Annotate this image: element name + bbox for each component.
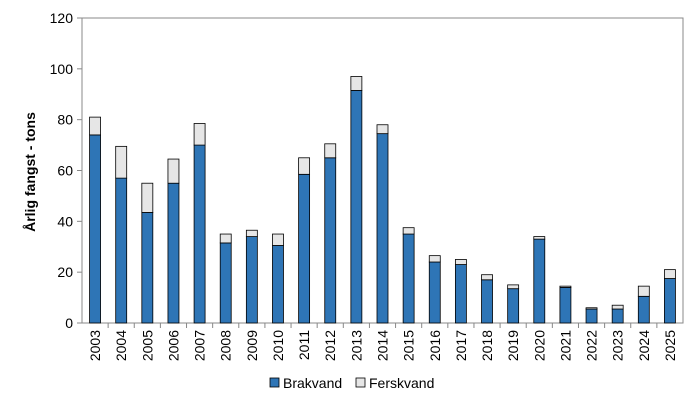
bar-brakvand-2014 (376, 133, 389, 324)
x-tick-label: 2017 (453, 330, 469, 361)
x-tick-label: 2004 (113, 330, 129, 361)
bar-ferskvand-2009 (245, 229, 258, 237)
y-tick-label: 20 (57, 264, 73, 280)
bar-ferskvand-2010 (272, 233, 284, 246)
x-tick-label: 2006 (165, 330, 181, 361)
x-tick-label: 2021 (557, 330, 573, 361)
bar-ferskvand-2023 (611, 304, 624, 310)
bar-ferskvand-2019 (507, 284, 520, 290)
bar-brakvand-2007 (193, 144, 206, 324)
y-tick-label: 0 (65, 315, 73, 331)
bar-brakvand-2013 (350, 90, 363, 324)
bar-ferskvand-2013 (350, 76, 363, 91)
bar-ferskvand-2021 (559, 285, 572, 288)
bar-ferskvand-2004 (115, 145, 128, 179)
x-tick-label: 2011 (296, 330, 312, 360)
y-tick-label: 100 (50, 61, 74, 77)
x-tick-label: 2022 (584, 330, 600, 361)
bar-ferskvand-2014 (376, 124, 389, 135)
bar-ferskvand-2020 (533, 236, 546, 240)
x-tick-label: 2010 (270, 330, 286, 361)
bar-brakvand-2025 (664, 278, 676, 324)
bar-ferskvand-2025 (664, 269, 676, 279)
x-tick-label: 2025 (662, 330, 678, 361)
x-tick-label: 2019 (505, 330, 521, 361)
x-tick-label: 2024 (636, 330, 652, 361)
legend-label-ferskvand: Ferskvand (369, 375, 434, 391)
bar-brakvand-2018 (481, 279, 493, 324)
bar-brakvand-2012 (324, 157, 337, 324)
bar-brakvand-2023 (611, 308, 624, 324)
x-tick-label: 2005 (139, 330, 155, 361)
x-tick-label: 2003 (87, 330, 103, 361)
x-tick-label: 2013 (348, 330, 364, 361)
y-tick-label: 120 (50, 10, 74, 26)
legend-swatch-ferskvand (355, 377, 366, 388)
x-tick-label: 2020 (531, 330, 547, 361)
bar-ferskvand-2003 (89, 116, 101, 136)
bar-ferskvand-2016 (428, 255, 441, 263)
bar-brakvand-2017 (454, 264, 467, 324)
bar-brakvand-2004 (115, 177, 128, 324)
x-tick-label: 2018 (479, 330, 495, 361)
bar-ferskvand-2006 (167, 158, 180, 184)
bar-brakvand-2009 (245, 236, 258, 324)
x-tick-label: 2023 (610, 330, 626, 361)
bar-brakvand-2019 (507, 288, 520, 324)
bar-ferskvand-2024 (637, 285, 650, 297)
bar-brakvand-2022 (585, 308, 598, 324)
y-tick-label: 60 (57, 163, 73, 179)
bar-ferskvand-2015 (402, 227, 415, 235)
bar-ferskvand-2022 (585, 307, 598, 310)
legend: Brakvand Ferskvand (269, 375, 434, 391)
bar-brakvand-2005 (141, 212, 154, 324)
y-tick-label: 80 (57, 112, 73, 128)
bar-brakvand-2016 (428, 261, 441, 324)
y-tick-label: 40 (57, 213, 73, 229)
x-tick-label: 2014 (375, 330, 391, 361)
bar-brakvand-2021 (559, 287, 572, 324)
bar-ferskvand-2005 (141, 182, 154, 213)
x-tick-label: 2008 (218, 330, 234, 361)
bar-brakvand-2010 (272, 245, 284, 324)
bar-brakvand-2011 (298, 173, 311, 324)
bar-brakvand-2015 (402, 233, 415, 324)
x-tick-label: 2016 (427, 330, 443, 361)
x-tick-label: 2007 (192, 330, 208, 361)
bar-ferskvand-2011 (298, 157, 311, 175)
bar-brakvand-2020 (533, 238, 546, 324)
legend-swatch-brakvand (269, 377, 280, 388)
x-tick-label: 2012 (322, 330, 338, 361)
x-tick-label: 2015 (401, 330, 417, 361)
bar-ferskvand-2007 (193, 123, 206, 146)
bar-brakvand-2024 (637, 295, 650, 324)
bar-brakvand-2006 (167, 182, 180, 324)
bar-ferskvand-2018 (481, 274, 493, 281)
bar-ferskvand-2017 (454, 259, 467, 265)
y-axis-title: Årlig fangst - tons (22, 112, 38, 232)
legend-label-brakvand: Brakvand (283, 375, 342, 391)
bar-brakvand-2008 (219, 242, 232, 324)
y-axis-title-group: Årlig fangst - tons (22, 112, 38, 232)
bar-ferskvand-2012 (324, 143, 337, 159)
bar-brakvand-2003 (89, 134, 101, 324)
x-tick-label: 2009 (244, 330, 260, 361)
bar-ferskvand-2008 (219, 233, 232, 244)
plot-area: 0 20 40 60 80 100 120 2003 2004 2005 2006 2007 2008 2… (50, 10, 684, 361)
